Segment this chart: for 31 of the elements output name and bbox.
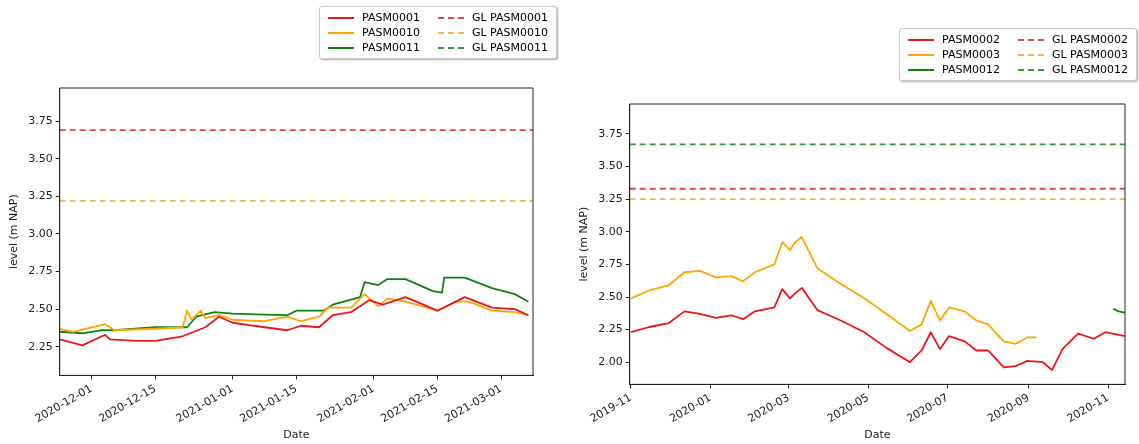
y-tick-label: 2.25 [28, 339, 53, 353]
y-tick-label: 3.00 [28, 226, 53, 240]
legend-label: GL PASM0010 [471, 26, 548, 39]
y-tick-label: 3.50 [598, 159, 623, 173]
y-tick-label: 2.25 [598, 322, 623, 336]
y-tick-label: 3.00 [598, 224, 623, 238]
legend-label: GL PASM0001 [471, 11, 548, 24]
y-tick-label: 2.00 [598, 355, 623, 369]
legend-label: PASM0011 [362, 41, 420, 54]
y-axis-title: level (m NAP) [577, 206, 591, 282]
legend-label: GL PASM0012 [1051, 63, 1128, 76]
x-axis-title: Date [864, 428, 891, 442]
legend-label: PASM0003 [942, 48, 1000, 61]
legend-label: GL PASM0002 [1051, 33, 1128, 46]
y-tick-label: 2.50 [28, 302, 53, 316]
y-tick-label: 2.50 [598, 289, 623, 303]
y-tick-label: 3.75 [28, 113, 53, 127]
legend-label: PASM0012 [942, 63, 1000, 76]
y-axis-title: level (m NAP) [7, 194, 21, 270]
y-tick-label: 2.75 [598, 257, 623, 271]
y-tick-label: 3.50 [28, 151, 53, 165]
legend-label: PASM0002 [942, 33, 1000, 46]
y-tick-label: 3.25 [598, 192, 623, 206]
legend-label: PASM0010 [362, 26, 420, 39]
legend-label: GL PASM0011 [471, 41, 548, 54]
y-tick-label: 3.75 [598, 126, 623, 140]
x-axis-title: Date [283, 428, 310, 442]
legend-label: GL PASM0003 [1051, 48, 1128, 61]
y-tick-label: 2.75 [28, 264, 53, 278]
legend-label: PASM0001 [362, 11, 420, 24]
y-tick-label: 3.25 [28, 189, 53, 203]
